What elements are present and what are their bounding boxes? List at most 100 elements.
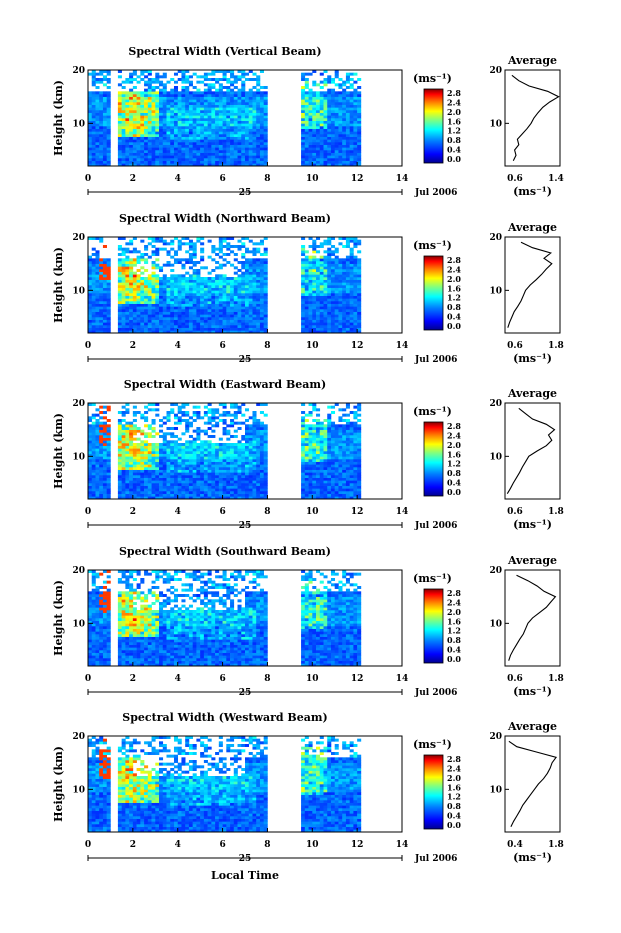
heatmap-cell bbox=[107, 139, 111, 142]
heatmap-cell bbox=[137, 110, 141, 113]
heatmap-cell bbox=[252, 250, 256, 253]
heatmap-cell bbox=[122, 480, 126, 483]
heatmap-cell bbox=[256, 91, 260, 94]
heatmap-cell bbox=[301, 86, 305, 89]
heatmap-cell bbox=[350, 155, 354, 158]
heatmap-cell bbox=[185, 483, 189, 486]
heatmap-cell bbox=[331, 121, 335, 124]
heatmap-cell bbox=[211, 137, 215, 140]
heatmap-cell bbox=[324, 121, 328, 124]
heatmap-cell bbox=[219, 459, 223, 462]
heatmap-cell bbox=[122, 406, 126, 409]
heatmap-cell bbox=[181, 123, 185, 126]
heatmap-cell bbox=[125, 325, 129, 328]
heatmap-cell bbox=[226, 280, 230, 283]
heatmap-cell bbox=[178, 121, 182, 124]
heatmap-cell bbox=[256, 322, 260, 325]
heatmap-cell bbox=[226, 478, 230, 481]
heatmap-cell bbox=[230, 137, 234, 140]
heatmap-cell bbox=[92, 488, 96, 491]
heatmap-cell bbox=[215, 115, 219, 118]
heatmap-cell bbox=[133, 494, 137, 497]
heatmap-cell bbox=[174, 118, 178, 121]
average-x-tick-label: 0.6 bbox=[507, 341, 523, 351]
heatmap-cell bbox=[92, 416, 96, 419]
heatmap-cell bbox=[178, 158, 182, 161]
heatmap-cell bbox=[357, 147, 361, 150]
heatmap-cell bbox=[309, 285, 313, 288]
heatmap-cell bbox=[226, 446, 230, 449]
heatmap-cell bbox=[204, 456, 208, 459]
heatmap-cell bbox=[122, 145, 126, 148]
heatmap-cell bbox=[301, 107, 305, 110]
heatmap-cell bbox=[204, 94, 208, 97]
heatmap-cell bbox=[133, 155, 137, 158]
heatmap-cell bbox=[309, 142, 313, 145]
heatmap-cell bbox=[204, 480, 208, 483]
heatmap-cell bbox=[148, 456, 152, 459]
heatmap-cell bbox=[252, 309, 256, 312]
heatmap-cell bbox=[301, 301, 305, 304]
heatmap-cell bbox=[103, 298, 107, 301]
heatmap-cell bbox=[99, 137, 103, 140]
heatmap-cell bbox=[353, 150, 357, 153]
heatmap-cell bbox=[353, 293, 357, 296]
heatmap-cell bbox=[107, 73, 111, 76]
heatmap-cell bbox=[129, 145, 133, 148]
heatmap-cell bbox=[196, 153, 200, 156]
heatmap-cell bbox=[219, 91, 223, 94]
heatmap-cell bbox=[125, 448, 129, 451]
heatmap-cell bbox=[92, 280, 96, 283]
heatmap-cell bbox=[324, 322, 328, 325]
heatmap-cell bbox=[312, 269, 316, 272]
heatmap-cell bbox=[324, 145, 328, 148]
heatmap-cell bbox=[238, 261, 242, 264]
heatmap-cell bbox=[208, 314, 212, 317]
heatmap-cell bbox=[219, 126, 223, 129]
heatmap-cell bbox=[309, 301, 313, 304]
heatmap-cell bbox=[305, 94, 309, 97]
heatmap-cell bbox=[327, 155, 331, 158]
heatmap-cell bbox=[129, 475, 133, 478]
heatmap-cell bbox=[331, 266, 335, 269]
heatmap-cell bbox=[204, 73, 208, 76]
heatmap-cell bbox=[118, 430, 122, 433]
heatmap-cell bbox=[137, 464, 141, 467]
heatmap-cell bbox=[159, 419, 163, 422]
heatmap-cell bbox=[99, 161, 103, 164]
heatmap-cell bbox=[99, 483, 103, 486]
heatmap-cell bbox=[342, 325, 346, 328]
heatmap-cell bbox=[133, 491, 137, 494]
heatmap-cell bbox=[223, 121, 227, 124]
heatmap-cell bbox=[95, 121, 99, 124]
heatmap-cell bbox=[342, 83, 346, 86]
heatmap-cell bbox=[122, 435, 126, 438]
heatmap-cell bbox=[256, 129, 260, 132]
heatmap-cell bbox=[241, 306, 245, 309]
heatmap-cell bbox=[234, 488, 238, 491]
heatmap-cell bbox=[316, 97, 320, 100]
heatmap-cell bbox=[170, 304, 174, 307]
heatmap-cell bbox=[260, 298, 264, 301]
heatmap-cell bbox=[99, 438, 103, 441]
heatmap-cell bbox=[204, 430, 208, 433]
heatmap-cell bbox=[170, 328, 174, 331]
heatmap-cell bbox=[223, 448, 227, 451]
heatmap-cell bbox=[144, 94, 148, 97]
heatmap-cell bbox=[118, 139, 122, 142]
heatmap-cell bbox=[331, 288, 335, 291]
heatmap-cell bbox=[137, 317, 141, 320]
heatmap-cell bbox=[129, 320, 133, 323]
heatmap-cell bbox=[211, 470, 215, 473]
heatmap-cell bbox=[357, 317, 361, 320]
heatmap-cell bbox=[152, 102, 156, 105]
heatmap-cell bbox=[189, 314, 193, 317]
heatmap-cell bbox=[256, 285, 260, 288]
heatmap-cell bbox=[118, 113, 122, 116]
heatmap-cell bbox=[346, 121, 350, 124]
heatmap-cell bbox=[245, 155, 249, 158]
heatmap-cell bbox=[185, 472, 189, 475]
heatmap-cell bbox=[159, 309, 163, 312]
heatmap-cell bbox=[320, 280, 324, 283]
heatmap-cell bbox=[133, 467, 137, 470]
